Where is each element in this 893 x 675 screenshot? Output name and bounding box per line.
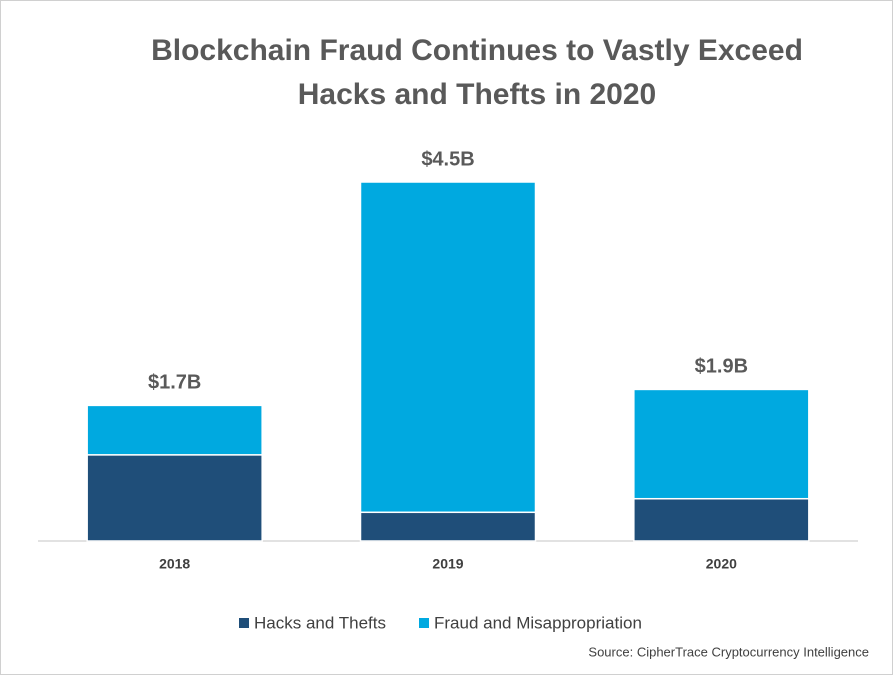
total-label: $1.7B xyxy=(148,372,201,394)
bar-segment xyxy=(633,497,810,542)
legend-swatch xyxy=(419,618,429,628)
legend-label: Hacks and Thefts xyxy=(254,613,386,632)
bar-segment xyxy=(86,454,263,542)
x-tick-label: 2018 xyxy=(159,556,190,572)
bar-segment xyxy=(86,404,263,456)
legend-swatch xyxy=(239,618,249,628)
source-note: Source: CipherTrace Cryptocurrency Intel… xyxy=(588,644,869,659)
bar-segment xyxy=(633,388,810,500)
total-label: $4.5B xyxy=(421,148,474,170)
bar-segment xyxy=(359,181,537,514)
chart-title: Blockchain Fraud Continues to Vastly Exc… xyxy=(151,34,803,111)
x-tick-label: 2020 xyxy=(706,556,737,572)
x-tick-label: 2019 xyxy=(432,556,463,572)
legend-label: Fraud and Misappropriation xyxy=(434,613,642,632)
total-label: $1.9B xyxy=(695,356,748,378)
bar-segment xyxy=(359,511,537,542)
